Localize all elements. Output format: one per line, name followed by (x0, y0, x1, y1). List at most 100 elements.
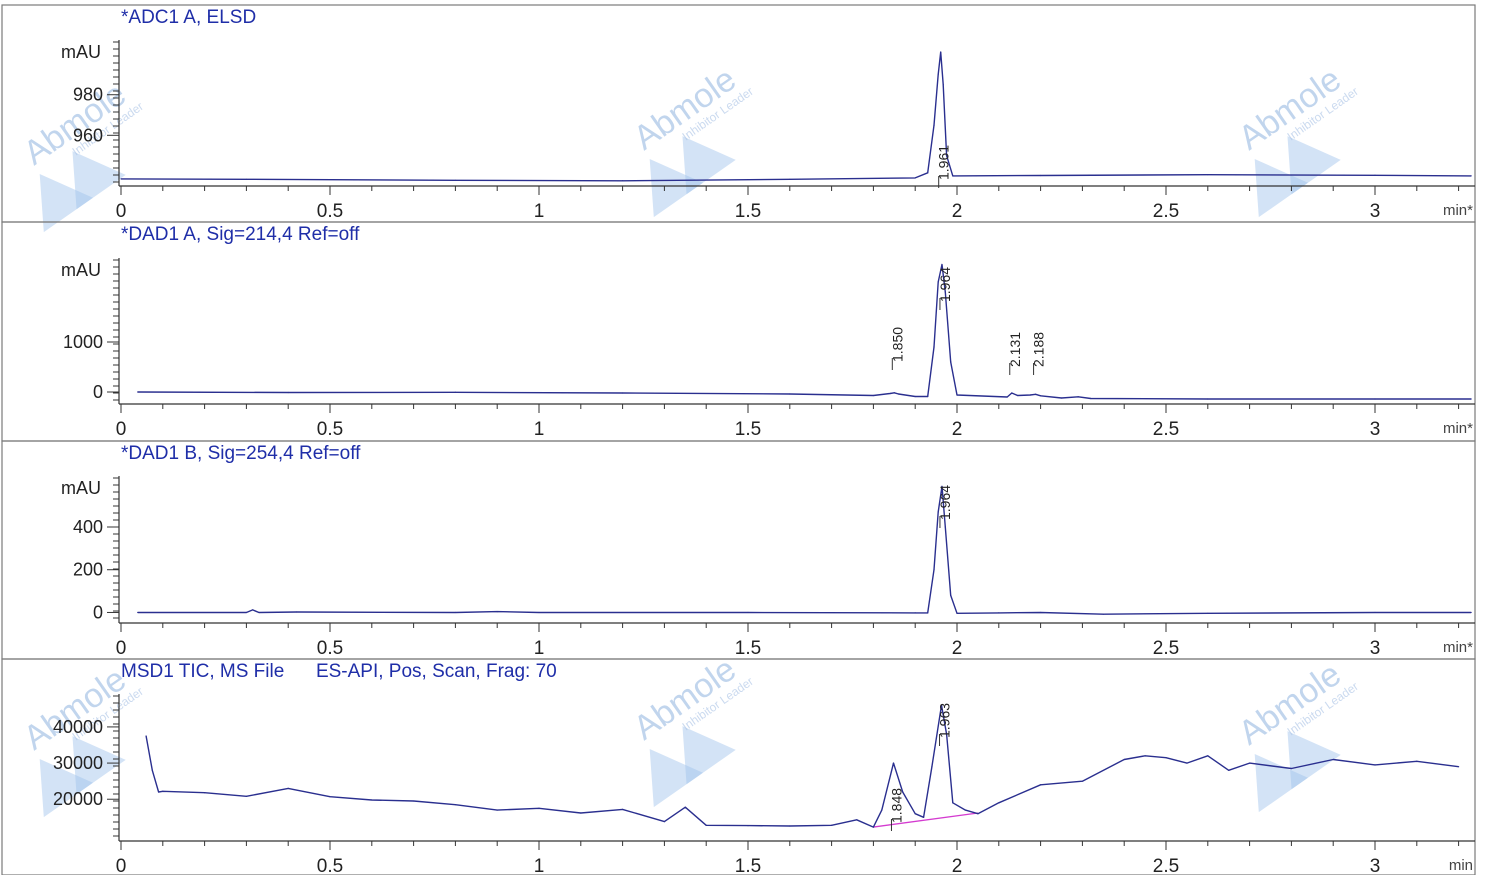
y-tick-label: 30000 (53, 753, 103, 773)
trace-point (941, 485, 943, 488)
chromatogram-panel-1: *ADC1 A, ELSD mAU 960 980 0 0.5 1 1.5 2 2.5 3 min* 1… (1, 4, 1476, 223)
panel-title: *ADC1 A, ELSD (121, 7, 256, 28)
trace-point (914, 395, 916, 398)
peak-rt-label: 1.964 (937, 485, 953, 520)
trace-point (945, 154, 948, 157)
abmole-logo-mark (72, 151, 126, 210)
trace-point (287, 391, 289, 394)
trace-point (747, 611, 749, 614)
trace-point (295, 611, 298, 613)
trace-point (329, 796, 331, 798)
trace-point (1374, 764, 1376, 766)
trace-point (580, 812, 582, 814)
x-tick-label: 3 (1370, 201, 1381, 222)
chromatogram-panel-3: *DAD1 B, Sig=254,4 Ref=off mAU 0 200 400 0 0.5… (1, 440, 1476, 660)
x-axis-unit: min* (1443, 639, 1473, 656)
y-tick-label: 0 (93, 602, 103, 622)
panel-title: *DAD1 A, Sig=214,4 Ref=off (121, 224, 360, 245)
trace-point (454, 391, 456, 393)
trace-point (1290, 767, 1292, 770)
trace-point (120, 178, 122, 180)
trace-point (1081, 780, 1083, 782)
trace-point (1040, 395, 1042, 397)
x-tick-label: 1.5 (735, 419, 761, 440)
trace-point (789, 825, 791, 827)
trace-point (952, 175, 954, 177)
trace-point (413, 800, 415, 802)
trace-point (927, 395, 929, 398)
x-tick-label: 0.5 (317, 201, 343, 222)
trace-point (1416, 760, 1418, 762)
trace-point (1249, 762, 1251, 764)
trace-point (789, 393, 791, 395)
x-tick-label: 1 (534, 638, 545, 659)
peak-rt-label: 1.848 (888, 788, 904, 823)
x-tick-label: 0.5 (317, 638, 343, 659)
trace-point (1040, 174, 1042, 177)
x-tick-label: 0.5 (317, 419, 343, 440)
x-tick-label: 0 (116, 201, 127, 222)
trace-point (663, 821, 666, 823)
x-tick-label: 2 (952, 419, 963, 440)
trace-point (1207, 398, 1209, 400)
y-tick-label: 960 (73, 125, 103, 145)
trace-point (496, 809, 498, 811)
trace-point (944, 291, 946, 293)
trace-point (897, 393, 900, 395)
trace-point (892, 762, 895, 764)
trace-point (371, 799, 373, 801)
trace-point (538, 807, 540, 809)
x-tick-label: 2 (952, 638, 963, 659)
chromatogram-panel-4: MSD1 TIC, MS File ES-API, Pos, Scan, Fra… (1, 658, 1476, 877)
panel-frame (1, 221, 1476, 442)
trace-point (1470, 175, 1472, 177)
x-axis-unit: min* (1443, 420, 1473, 437)
trace-point (937, 281, 939, 283)
x-tick-label: 1.5 (735, 638, 761, 659)
trace-point (872, 826, 875, 828)
trace-point (1186, 762, 1188, 764)
y-tick-label: 1000 (63, 332, 103, 352)
signal-trace (137, 263, 1472, 400)
trace-point (956, 612, 958, 614)
trace-point (747, 825, 749, 827)
trace-point (1374, 611, 1376, 614)
x-axis-unit: min* (1443, 202, 1473, 219)
trace-point (1374, 398, 1376, 400)
abmole-logo-mark (39, 174, 93, 233)
x-tick-label: 1.5 (735, 856, 761, 875)
trace-point (956, 394, 958, 396)
trace-point (1090, 397, 1092, 400)
y-axis-unit: mAU (61, 478, 101, 498)
trace-point (684, 806, 686, 808)
trace-point (950, 594, 952, 596)
x-tick-label: 2 (952, 201, 963, 222)
trace-point (952, 802, 954, 804)
y-axis-unit: mAU (61, 42, 101, 62)
trace-point (937, 511, 939, 513)
x-tick-label: 0.5 (317, 856, 343, 875)
trace-point (902, 791, 904, 793)
trace-point (927, 172, 929, 174)
peak-rt-label: 1.850 (889, 327, 905, 362)
trace-point (931, 766, 933, 768)
trace-point (1060, 397, 1063, 399)
trace-point (1123, 758, 1125, 761)
trace-point (622, 180, 624, 182)
trace-point (1165, 757, 1167, 759)
abmole-logo-mark (649, 159, 703, 218)
x-tick-label: 1 (534, 201, 545, 222)
trace-point (622, 808, 624, 810)
x-tick-label: 1 (534, 856, 545, 875)
trace-point (287, 787, 289, 789)
x-tick-label: 2 (952, 856, 963, 875)
trace-point (1029, 394, 1031, 396)
abmole-logo-mark (72, 736, 126, 795)
y-axis-unit: mAU (61, 260, 101, 280)
trace-point (1332, 758, 1334, 761)
x-tick-label: 2.5 (1153, 638, 1179, 659)
trace-point (454, 611, 456, 614)
